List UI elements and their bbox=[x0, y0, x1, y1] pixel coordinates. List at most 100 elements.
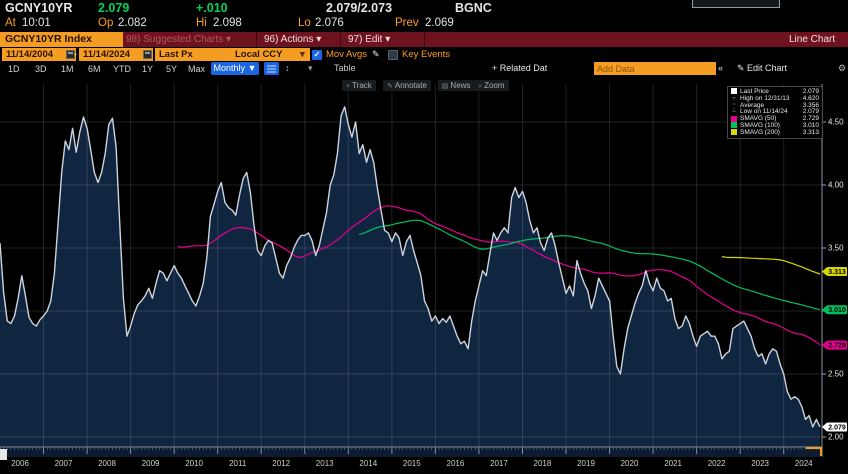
chart-view-label: Line Chart bbox=[789, 34, 836, 45]
range-tab-6m[interactable]: 6M bbox=[88, 64, 101, 74]
price-field-select[interactable]: Last Px bbox=[155, 48, 231, 61]
chart-legend: Last Price 2.079 ┬ High on 12/31/13 4.620 ╌ Av… bbox=[727, 86, 823, 139]
chart-tool-news[interactable]: ▤ News bbox=[437, 80, 475, 91]
x-axis-year-label: 2018 bbox=[534, 459, 552, 468]
range-tab-1m[interactable]: 1M bbox=[61, 64, 74, 74]
legend-low-marker-icon: ┴ bbox=[731, 108, 737, 115]
mov-avgs-checkbox[interactable]: ✓ bbox=[312, 50, 322, 60]
currency-select[interactable]: Local CCY bbox=[231, 48, 299, 61]
security-field[interactable]: GCNY10YR Index bbox=[0, 32, 123, 47]
clipped-toolbar-button[interactable] bbox=[692, 0, 780, 8]
sma-line-50 bbox=[177, 205, 821, 346]
range-tab-ytd[interactable]: YTD bbox=[113, 64, 131, 74]
news-icon: ▤ bbox=[441, 83, 449, 90]
legend-value: 2.079 bbox=[802, 108, 819, 116]
legend-label: High on 12/31/13 bbox=[740, 94, 790, 102]
chart-tool-annotate[interactable]: ✎ Annotate bbox=[383, 80, 431, 91]
x-axis-year-label: 2022 bbox=[708, 459, 726, 468]
legend-high-marker-icon: ┬ bbox=[731, 95, 737, 102]
legend-value: 3.313 bbox=[802, 128, 819, 136]
range-tab-3d[interactable]: 3D bbox=[35, 64, 47, 74]
legend-row: SMAVG (100) 3.010 bbox=[731, 122, 819, 129]
collapse-panel-button[interactable]: « bbox=[718, 63, 724, 73]
x-axis-year-label: 2017 bbox=[490, 459, 508, 468]
table-button[interactable]: Table bbox=[334, 63, 356, 73]
key-events-checkbox[interactable] bbox=[388, 50, 398, 60]
x-ticks bbox=[0, 447, 821, 454]
legend-swatch bbox=[731, 115, 737, 122]
edit-chart-button[interactable]: ✎ Edit Chart bbox=[737, 63, 788, 73]
area-fill bbox=[0, 106, 820, 448]
add-data-input[interactable] bbox=[594, 62, 716, 75]
gear-icon[interactable]: ⚙ bbox=[838, 63, 847, 73]
x-axis-year-label: 2013 bbox=[316, 459, 334, 468]
last-price: 2.079 bbox=[98, 1, 130, 15]
y-axis-tick-label: 2.00 bbox=[828, 433, 844, 442]
edit-menu[interactable]: 97) Edit ▾ bbox=[348, 34, 391, 45]
legend-value: 3.356 bbox=[802, 101, 819, 109]
date-to-field[interactable]: 11/14/2024 bbox=[79, 48, 153, 61]
low-label: Lo bbox=[298, 17, 311, 29]
x-axis-year-label: 2015 bbox=[403, 459, 421, 468]
at-label: At bbox=[5, 17, 16, 29]
currency-dropdown-caret[interactable]: ▾ bbox=[296, 48, 310, 61]
svg-text:3.313: 3.313 bbox=[828, 269, 846, 276]
legend-value: 4.620 bbox=[802, 94, 819, 102]
legend-value: 2.729 bbox=[802, 115, 819, 123]
periodicity-dropdown[interactable]: Monthly ▼ bbox=[211, 62, 259, 75]
calendar-icon[interactable] bbox=[143, 50, 152, 59]
y-axis-tick-label: 2.50 bbox=[828, 370, 844, 379]
x-axis-year-label: 2006 bbox=[11, 459, 29, 468]
annotate-icon: ✎ bbox=[387, 83, 393, 90]
legend-swatch bbox=[731, 122, 737, 129]
price-badge-3.010: 3.010 bbox=[822, 305, 847, 315]
legend-value: 2.079 bbox=[802, 87, 819, 95]
x-axis-year-label: 2019 bbox=[577, 459, 595, 468]
legend-row: SMAVG (50) 2.729 bbox=[731, 115, 819, 122]
pricing-source: BGNC bbox=[455, 1, 492, 15]
legend-row: SMAVG (200) 3.313 bbox=[731, 129, 819, 136]
range-tab-5y[interactable]: 5Y bbox=[166, 64, 178, 74]
chart-style-icon[interactable] bbox=[264, 62, 279, 75]
mov-avgs-edit-pencil-icon[interactable]: ✎ bbox=[372, 49, 380, 59]
low-price: 2.076 bbox=[315, 17, 344, 29]
x-axis-year-label: 2010 bbox=[185, 459, 203, 468]
price-badge-2.729: 2.729 bbox=[822, 340, 847, 350]
svg-text:3.010: 3.010 bbox=[828, 307, 846, 314]
chart-tool-zoom[interactable]: ⌕ Zoom bbox=[474, 80, 509, 91]
legend-swatch bbox=[731, 88, 737, 95]
more-options-caret[interactable]: ▾ bbox=[308, 63, 313, 73]
range-tab-1d[interactable]: 1D bbox=[8, 64, 20, 74]
high-price: 2.098 bbox=[213, 17, 242, 29]
sort-updown-icon[interactable]: ↕ bbox=[285, 63, 290, 73]
legend-label: Last Price bbox=[740, 87, 769, 95]
x-axis-year-label: 2023 bbox=[751, 459, 769, 468]
calendar-icon[interactable] bbox=[66, 50, 75, 59]
x-axis-year-label: 2008 bbox=[98, 459, 116, 468]
legend-row: ┴ Low on 11/14/24 2.079 bbox=[731, 108, 819, 115]
date-range-separator: - bbox=[74, 49, 77, 59]
track-icon: + bbox=[346, 83, 351, 90]
open-label: Op bbox=[98, 17, 114, 29]
date-from-field[interactable]: 11/14/2004 bbox=[2, 48, 76, 61]
key-events-label: Key Events bbox=[402, 49, 451, 60]
related-data-button[interactable]: + Related Dat bbox=[492, 63, 548, 73]
quote-time: 10:01 bbox=[22, 17, 51, 29]
x-axis-year-label: 2024 bbox=[795, 459, 813, 468]
mov-avgs-label: Mov Avgs bbox=[326, 49, 368, 60]
range-tab-max[interactable]: Max bbox=[188, 64, 206, 74]
price-change: +.010 bbox=[196, 1, 228, 15]
suggested-charts-menu[interactable]: 98) Suggested Charts ▾ bbox=[126, 34, 232, 45]
prev-price: 2.069 bbox=[425, 17, 454, 29]
separator bbox=[424, 32, 425, 47]
actions-menu[interactable]: 96) Actions ▾ bbox=[264, 34, 322, 45]
range-tab-1y[interactable]: 1Y bbox=[142, 64, 154, 74]
prev-label: Prev bbox=[395, 17, 419, 29]
legend-swatch bbox=[731, 129, 737, 136]
command-bar bbox=[0, 32, 848, 47]
chart-tool-track[interactable]: + Track bbox=[342, 80, 376, 91]
x-axis-year-label: 2012 bbox=[272, 459, 290, 468]
legend-label: SMAVG (200) bbox=[740, 128, 780, 136]
legend-row: Last Price 2.079 bbox=[731, 88, 819, 95]
